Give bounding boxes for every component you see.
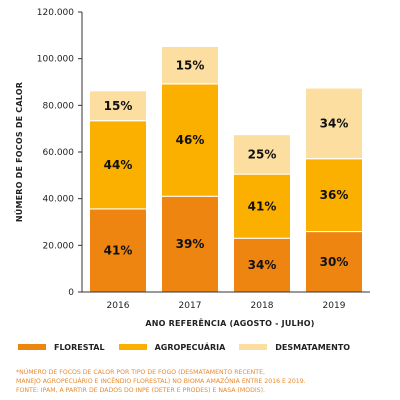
x-axis-title: ANO REFERÊNCIA (AGOSTO - JULHO)	[145, 317, 314, 328]
bar-segment-agropecuária-2017	[162, 83, 218, 197]
data-label-florestal-2019: 30%	[320, 255, 349, 269]
legend-label-agropecuaria: AGROPECUÁRIA	[154, 342, 226, 352]
data-label-agropecuária-2016: 44%	[104, 158, 133, 172]
bar-segment-desmatamento-2018	[234, 135, 290, 175]
y-axis-title: NÚMERO DE FOCOS DE CALOR	[13, 82, 24, 222]
legend: FLORESTAL AGROPECUÁRIA DESMATAMENTO	[18, 340, 388, 354]
bar-segment-agropecuária-2018	[234, 174, 290, 239]
bar-segment-desmatamento-2019	[306, 88, 362, 159]
bar-segment-agropecuária-2019	[306, 158, 362, 232]
footnote-line: FONTE: IPAM, A PARTIR DE DADOS DO INPE (…	[16, 387, 265, 394]
y-tick-label: 80.000	[43, 101, 75, 111]
x-tick-label: 2016	[107, 301, 130, 311]
bar-segment-florestal-2018	[234, 238, 290, 292]
bars-group: 41% 44% 15% 39% 46% 15% 34% 41% 25% 30% 36% 34%	[90, 47, 362, 292]
data-label-florestal-2017: 39%	[176, 237, 205, 251]
data-label-desmatamento-2018: 25%	[248, 148, 277, 162]
legend-swatch-florestal	[18, 344, 46, 350]
y-tick-label: 120.000	[37, 8, 74, 18]
y-tick-label: 40.000	[43, 195, 75, 205]
footnotes: *NÚMERO DE FOCOS DE CALOR POR TIPO DE FO…	[16, 368, 388, 395]
x-tick-label: 2017	[179, 301, 202, 311]
data-label-agropecuária-2017: 46%	[176, 133, 205, 147]
legend-item-florestal: FLORESTAL	[18, 343, 105, 352]
data-label-desmatamento-2016: 15%	[104, 99, 133, 113]
stacked-bar-chart: 41% 44% 15% 39% 46% 15% 34% 41% 25% 30% 36% 34% 201…	[13, 8, 370, 328]
bar-segment-agropecuária-2016	[90, 120, 146, 209]
axes-group: 2016 2017 2018 2019 0 20.000 40.000 60.000 80.00…	[13, 8, 370, 328]
bar-segment-florestal-2019	[306, 231, 362, 292]
legend-label-florestal: FLORESTAL	[54, 342, 105, 352]
data-label-desmatamento-2019: 34%	[320, 117, 349, 131]
data-label-desmatamento-2017: 15%	[176, 58, 205, 72]
footnote-line: *NÚMERO DE FOCOS DE CALOR POR TIPO DE FO…	[16, 369, 265, 376]
legend-item-desmatamento: DESMATAMENTO	[239, 343, 350, 352]
data-label-florestal-2018: 34%	[248, 258, 277, 272]
bar-segment-desmatamento-2016	[90, 91, 146, 121]
bar-segment-desmatamento-2017	[162, 47, 218, 84]
bar-segment-florestal-2017	[162, 196, 218, 292]
y-tick-label: 0	[68, 288, 74, 298]
data-label-agropecuária-2019: 36%	[320, 188, 349, 202]
data-label-agropecuária-2018: 41%	[248, 199, 277, 213]
footnote-line: MANEJO AGROPECUÁRIO E INCÊNDIO FLORESTAL…	[16, 378, 306, 385]
y-tick-label: 20.000	[43, 241, 75, 251]
legend-label-desmatamento: DESMATAMENTO	[275, 342, 351, 352]
legend-swatch-agropecuaria	[118, 344, 147, 350]
bar-segment-florestal-2016	[90, 208, 146, 292]
x-tick-label: 2018	[251, 301, 274, 311]
legend-swatch-desmatamento	[239, 344, 268, 350]
legend-item-agropecuaria: AGROPECUÁRIA	[118, 342, 226, 352]
y-tick-label: 100.000	[37, 55, 74, 65]
x-tick-label: 2019	[323, 301, 346, 311]
data-label-florestal-2016: 41%	[104, 243, 133, 257]
y-tick-label: 60.000	[43, 148, 75, 158]
